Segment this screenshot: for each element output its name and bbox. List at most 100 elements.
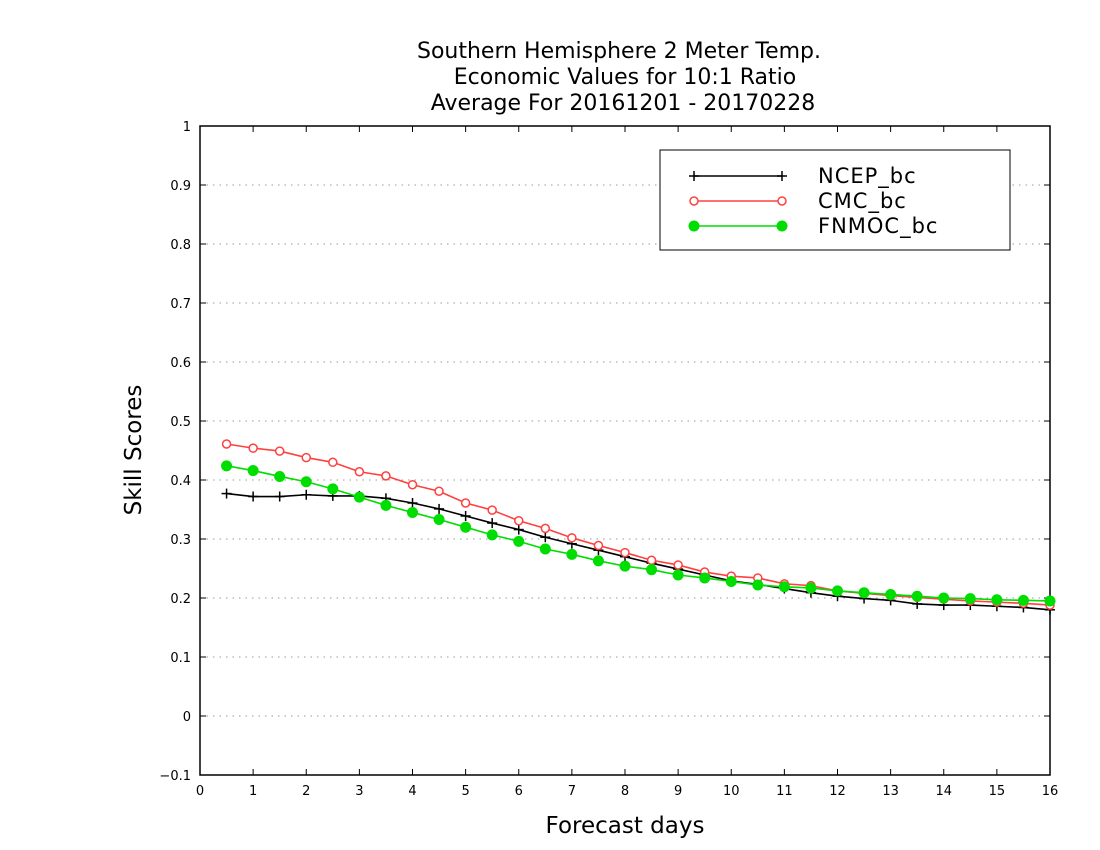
x-tick-label: 0	[196, 784, 204, 799]
data-point-filled-circle	[1017, 594, 1029, 606]
y-tick-label: 0.5	[170, 415, 191, 430]
data-point-filled-circle	[672, 569, 684, 581]
data-point-open-circle	[354, 466, 365, 477]
y-tick-label: 0.7	[170, 297, 191, 312]
y-tick-label: 0.9	[170, 179, 191, 194]
data-point-open-circle	[514, 515, 524, 526]
data-point-filled-circle	[832, 585, 843, 597]
x-tick-label: 6	[515, 784, 523, 799]
data-point-filled-circle	[460, 521, 472, 533]
series-ncep-bc	[221, 488, 1055, 615]
data-point-open-circle	[434, 486, 444, 496]
title-line-3: Average For 20161201 - 20170228	[431, 91, 816, 116]
gridlines	[200, 184, 1050, 717]
x-tick-label: 12	[829, 784, 846, 799]
data-point-open-circle	[646, 555, 657, 565]
x-tick-label: 5	[461, 784, 469, 799]
data-point-open-circle	[460, 498, 471, 508]
legend-item: NCEP_bc	[689, 164, 917, 189]
axis-ticks: −0.100.10.20.30.40.50.60.70.80.910 1 2 3 4 5 6…	[159, 120, 1058, 799]
y-tick-label: 0.1	[170, 651, 191, 666]
x-axis-label: Forecast days	[546, 813, 705, 839]
data-point-filled-circle	[776, 220, 788, 232]
x-tick-label: 3	[355, 784, 363, 799]
x-tick-label: 1	[249, 784, 257, 799]
y-tick-label: −0.1	[159, 769, 191, 784]
series-line	[226, 465, 1051, 602]
data-point-open-circle	[567, 533, 577, 543]
series-cmc-bc	[221, 439, 1055, 610]
y-tick-label: 0.2	[170, 592, 191, 607]
data-point-open-circle	[540, 523, 551, 534]
x-tick-label: 15	[989, 784, 1006, 799]
y-tick-label: 0.4	[170, 474, 191, 489]
data-point-filled-circle	[433, 514, 445, 526]
data-point-filled-circle	[486, 529, 498, 541]
x-tick-label: 13	[882, 784, 899, 799]
data-point-filled-circle	[725, 575, 737, 587]
data-point-filled-circle	[858, 587, 870, 599]
data-point-filled-circle	[805, 582, 817, 594]
data-point-filled-circle	[566, 548, 578, 560]
data-point-filled-circle	[592, 555, 604, 567]
data-point-filled-circle	[885, 588, 897, 600]
y-tick-label: 0	[183, 710, 191, 725]
data-point-filled-circle	[619, 560, 631, 572]
data-point-filled-circle	[513, 535, 525, 547]
data-point-open-circle	[381, 471, 391, 481]
data-point-filled-circle	[274, 470, 286, 482]
data-point-open-circle	[777, 196, 787, 206]
legend-item: FNMOC_bc	[688, 214, 938, 239]
data-point-open-circle	[593, 540, 604, 551]
legend-label: FNMOC_bc	[818, 214, 938, 239]
data-point-filled-circle	[407, 506, 418, 518]
legend-label: NCEP_bc	[818, 164, 917, 189]
data-point-filled-circle	[938, 592, 950, 604]
data-point-filled-circle	[646, 564, 658, 576]
data-point-open-circle	[407, 479, 418, 490]
data-point-open-circle	[328, 457, 338, 468]
y-tick-label: 0.6	[170, 356, 191, 371]
data-point-filled-circle	[327, 483, 339, 495]
data-point-filled-circle	[699, 572, 711, 584]
series-line	[226, 443, 1051, 606]
data-point-filled-circle	[964, 593, 976, 605]
data-point-filled-circle	[911, 590, 923, 602]
data-point-open-circle	[301, 452, 311, 463]
x-tick-label: 11	[776, 784, 793, 799]
x-tick-label: 16	[1042, 784, 1059, 799]
legend-label: CMC_bc	[818, 189, 907, 214]
data-point-open-circle	[620, 547, 630, 558]
x-tick-label: 8	[621, 784, 629, 799]
x-tick-label: 9	[674, 784, 682, 799]
y-axis-label: Skill Scores	[121, 385, 147, 516]
y-tick-label: 1	[183, 120, 191, 135]
y-tick-label: 0.8	[170, 238, 191, 253]
data-point-filled-circle	[300, 476, 312, 488]
data-point-filled-circle	[778, 581, 790, 593]
legend-box	[659, 149, 1011, 251]
data-point-filled-circle	[380, 499, 392, 511]
y-tick-label: 0.3	[170, 533, 191, 548]
title-line-1: Southern Hemisphere 2 Meter Temp.	[417, 39, 821, 64]
x-tick-label: 4	[408, 784, 416, 799]
data-point-open-circle	[274, 446, 285, 456]
data-point-open-circle	[248, 443, 258, 453]
series-lines	[221, 439, 1056, 615]
data-point-filled-circle	[353, 491, 365, 503]
data-point-filled-circle	[752, 579, 764, 591]
chart-title: Southern Hemisphere 2 Meter Temp. Econom…	[417, 39, 821, 116]
legend-item: CMC_bc	[689, 189, 907, 214]
x-tick-label: 2	[302, 784, 310, 799]
data-point-filled-circle	[688, 220, 700, 232]
data-point-filled-circle	[539, 543, 551, 555]
data-point-filled-circle	[221, 460, 233, 472]
x-tick-label: 10	[723, 784, 740, 799]
data-point-open-circle	[487, 505, 497, 515]
data-point-filled-circle	[991, 594, 1003, 606]
data-point-open-circle	[689, 196, 699, 206]
title-line-2: Economic Values for 10:1 Ratio	[454, 65, 796, 90]
x-tick-label: 7	[568, 784, 576, 799]
